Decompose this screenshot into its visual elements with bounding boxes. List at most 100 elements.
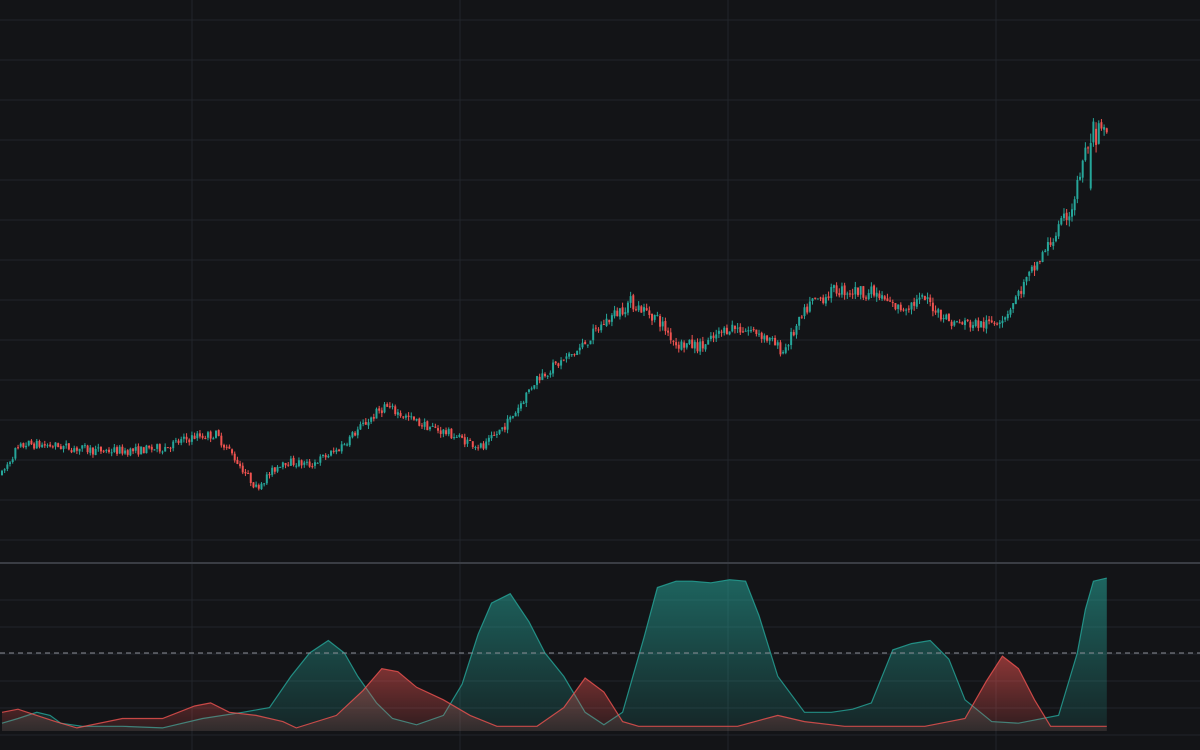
candle-body [725,327,728,335]
candle-body [378,408,381,411]
candle-body [1,470,3,476]
candle-body [600,324,603,331]
candle-body [974,319,977,327]
candle-body [196,433,199,439]
candle-body [707,339,710,345]
candle-body [201,435,204,438]
candle-body [359,424,362,430]
candle-body [741,331,744,333]
candle-body [19,443,22,447]
candle-body [81,445,84,449]
candle-body [581,342,584,348]
candle-body [172,441,175,449]
candle-body [206,432,209,438]
candle-body [132,448,135,452]
candle-body [616,310,619,317]
candle-body [942,318,945,320]
candle-body [1022,281,1025,295]
candle-body [907,308,910,310]
candle-body [934,310,937,313]
candle-body [319,456,322,463]
candle-body [75,447,78,451]
candle-body [584,341,587,345]
candle-body [937,309,940,313]
candle-body [129,448,132,456]
candle-body [640,306,643,313]
candle-body [124,450,127,454]
candle-body [870,286,873,295]
candle-body [316,462,319,464]
candle-body [1103,127,1106,130]
candle-body [996,323,999,325]
candle-body [931,302,934,312]
candle-body [43,444,46,446]
candle-body [367,422,370,426]
candle-body [65,443,68,446]
candle-body [292,457,295,466]
candle-body [848,293,851,295]
candle-body [332,450,335,452]
candle-body [340,444,343,452]
candle-body [790,331,793,346]
candle-body [303,462,306,465]
candle-body [458,434,461,437]
candle-body [335,449,338,452]
candle-body [354,432,357,436]
candle-body [1033,265,1036,271]
candle-body [806,306,809,313]
candle-body [683,342,686,348]
candle-body [514,412,517,417]
candle-body [800,316,803,318]
candle-body [49,444,52,447]
candle-body [1049,242,1052,245]
candle-body [889,300,892,302]
candle-body [498,429,501,434]
candle-body [1105,128,1108,133]
candle-body [482,443,485,449]
candle-body [198,433,201,437]
candle-body [30,440,33,445]
candle-body [1087,147,1090,149]
candle-body [305,461,308,463]
candle-body [1054,235,1057,242]
candle-body [752,329,755,331]
candle-body [394,406,397,415]
candle-body [977,320,980,328]
candle-body [677,344,680,349]
candle-body [557,363,560,367]
candle-body [447,429,450,435]
candle-body [399,412,402,417]
candle-body [233,453,236,461]
candle-body [517,407,520,414]
candle-body [1071,209,1073,217]
candle-body [166,447,169,449]
candle-body [59,446,62,450]
candle-body [953,321,956,326]
candle-body [180,439,183,443]
candle-body [902,309,905,311]
candle-body [945,314,948,320]
candle-body [477,447,480,449]
candle-body [910,302,913,310]
candle-body [1006,314,1009,319]
candle-body [597,329,600,331]
candle-body [634,309,637,311]
candle-body [728,331,731,335]
candle-body [271,467,274,475]
candle-body [624,312,627,315]
candle-body [565,356,568,359]
candle-body [94,448,97,456]
candle-body [923,296,926,301]
candle-body [412,416,415,420]
candle-body [27,440,30,446]
candle-body [110,452,113,454]
candle-body [560,360,563,366]
candle-body [594,327,597,329]
candle-body [105,450,108,452]
candle-body [295,465,298,467]
candle-body [1038,260,1041,262]
candle-body [439,430,442,434]
indicator-line-bearish [1,655,1107,729]
candle-body [142,447,145,454]
